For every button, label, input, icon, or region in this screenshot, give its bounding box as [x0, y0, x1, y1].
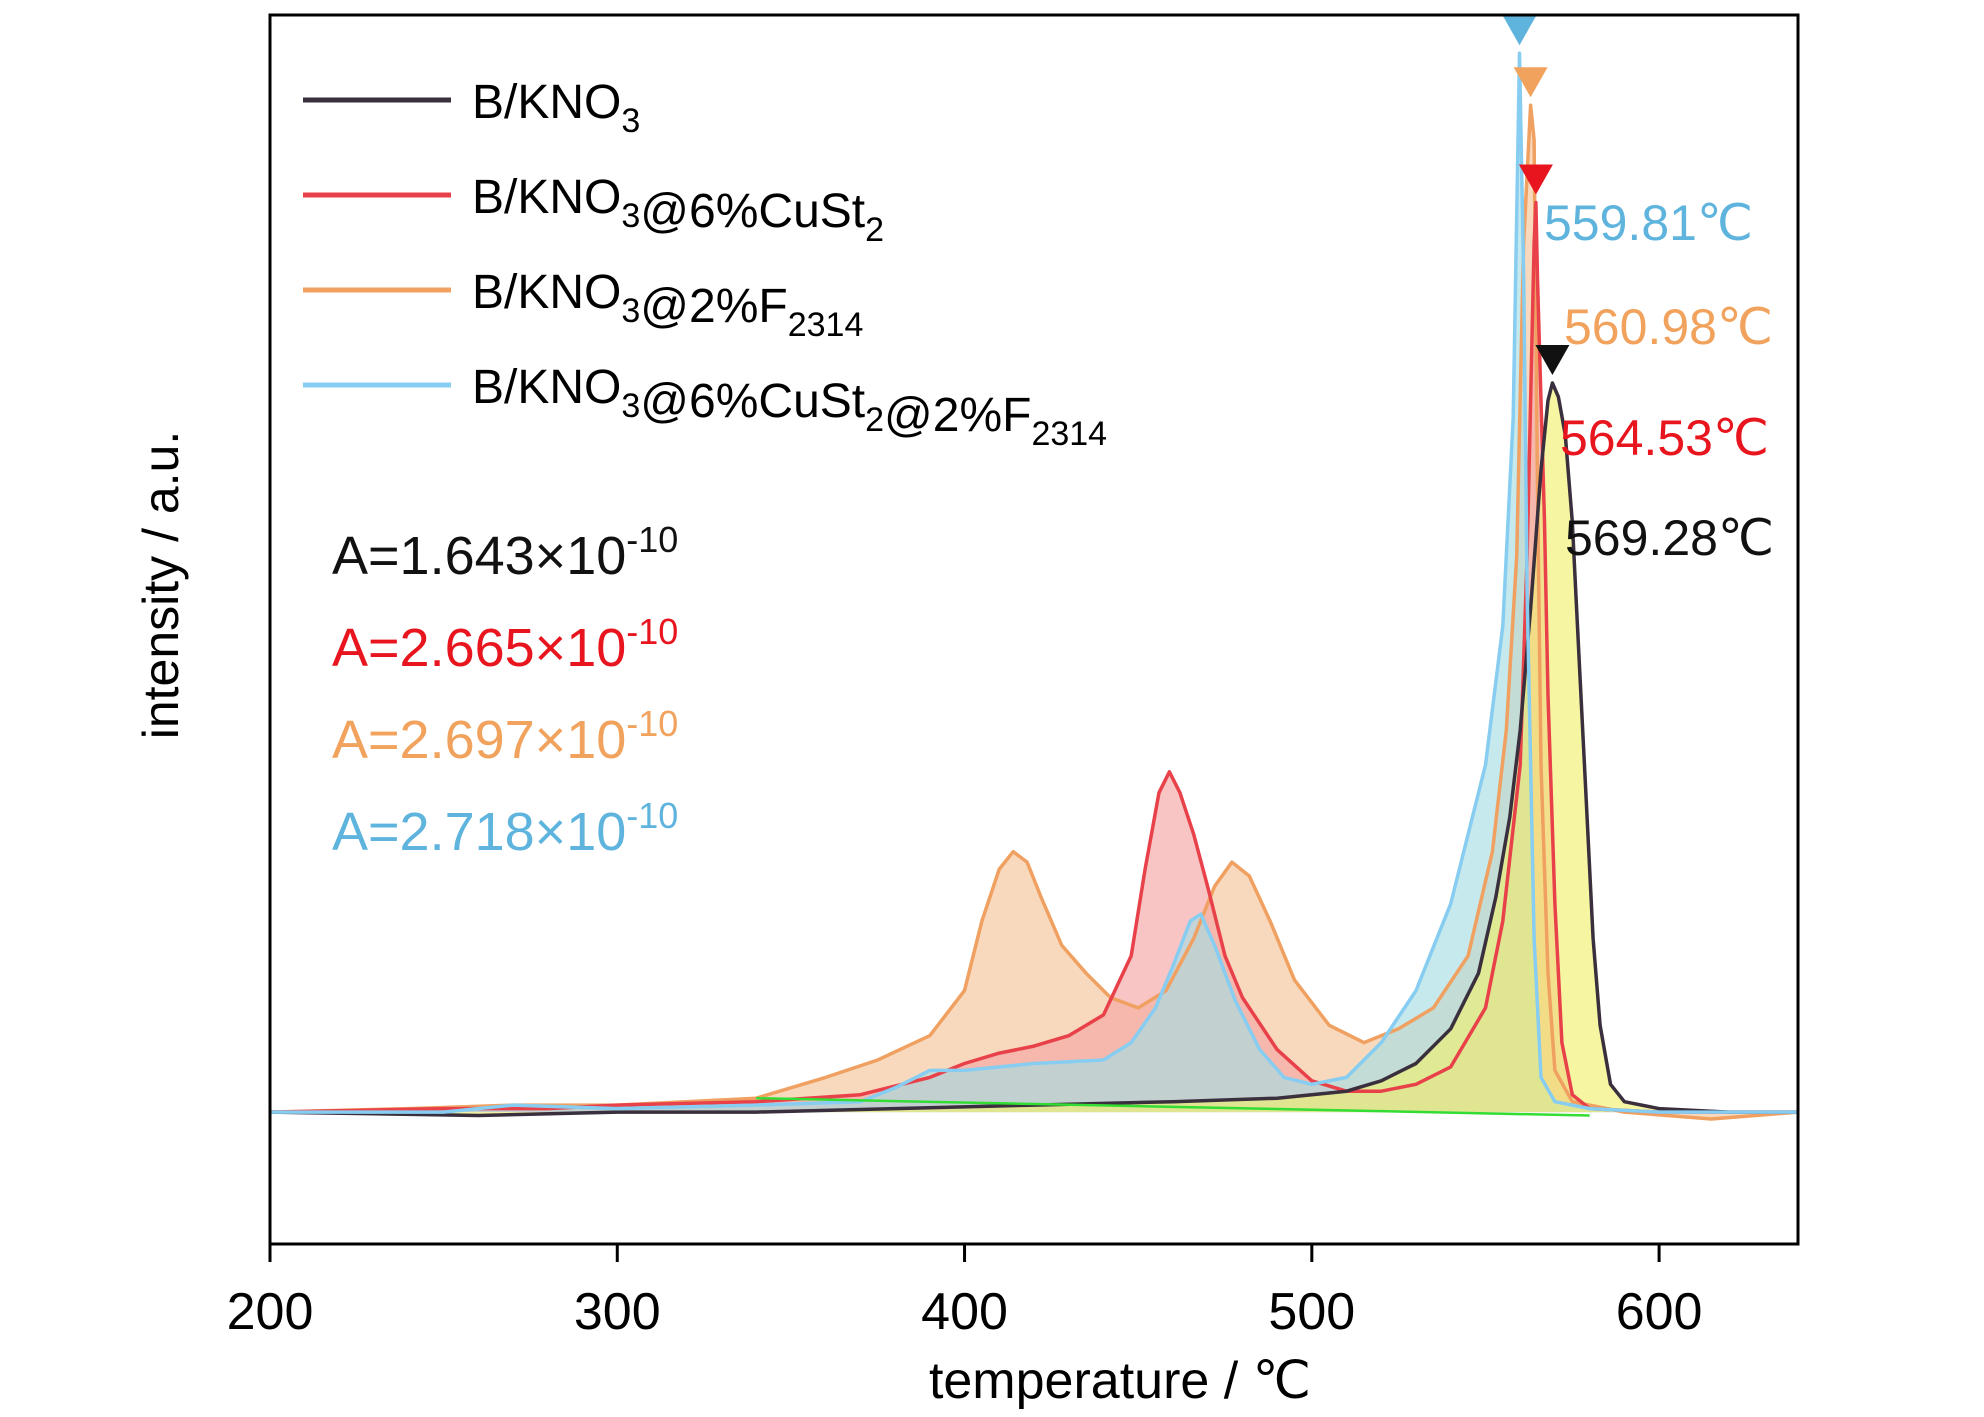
peak-marker-b-kno3: [1535, 345, 1570, 376]
x-tick-label: 400: [921, 1283, 1008, 1341]
peak-marker-b-kno3-6-cust2-2-f2314: [1502, 15, 1537, 46]
x-tick-label: 500: [1268, 1283, 1355, 1341]
area-fill-b-kno3-2-f2314: [270, 105, 1798, 1120]
legend-label-b-kno3-6-cust2-2-f2314: B/KNO3@6%CuSt2@2%F2314: [472, 361, 1107, 453]
peak-marker-b-kno3-2-f2314: [1513, 67, 1548, 98]
x-tick-label: 600: [1616, 1283, 1703, 1341]
area-label-b-kno3-2-f2314: A=2.697×10-10: [332, 703, 678, 770]
plot-frame: [268, 13, 1800, 1246]
series-line-b-kno3-6-cust2-2-f2314: [270, 51, 1798, 1114]
series-line-b-kno3-6-cust2: [269, 200, 1798, 1114]
legend: B/KNO3 B/KNO3@6%CuSt2 B/KNO3@2%F2314 B/KNO3…: [303, 76, 1107, 453]
area-label-b-kno3-6-cust2: A=2.665×10-10: [332, 611, 678, 678]
x-tick-label: 300: [574, 1283, 661, 1341]
series-line-b-kno3-2-f2314: [269, 103, 1799, 1121]
peak-temp-label: 560.98℃: [1564, 299, 1773, 355]
x-tick-label: 200: [227, 1283, 314, 1341]
legend-label-b-kno3-6-cust2: B/KNO3@6%CuSt2: [472, 171, 884, 249]
integration-baseline: [756, 1096, 1590, 1117]
area-labels: A=1.643×10-10 A=2.665×10-10 A=2.697×10-10 A…: [332, 519, 678, 862]
baseline-layer: [756, 1096, 1590, 1117]
peak-temp-label: 559.81℃: [1544, 195, 1753, 251]
legend-label-b-kno3-2-f2314: B/KNO3@2%F2314: [472, 266, 863, 344]
area-label-b-kno3-6-cust2-2-f2314: A=2.718×10-10: [332, 795, 678, 862]
area-label-b-kno3: A=1.643×10-10: [332, 519, 678, 586]
x-axis: 200 300 400 500 600: [227, 1244, 1703, 1341]
x-axis-label: temperature / ℃: [929, 1352, 1311, 1410]
y-axis-label: intensity / a.u.: [133, 431, 189, 740]
peak-marker-b-kno3-6-cust2: [1518, 164, 1553, 195]
peak-temp-label: 569.28℃: [1565, 510, 1774, 566]
peak-temp-label: 564.53℃: [1560, 410, 1769, 466]
peak-markers: 559.81℃ 560.98℃ 564.53℃ 569.28℃: [1502, 15, 1774, 566]
area-fills: [270, 53, 1798, 1120]
legend-label-b-kno3: B/KNO3: [472, 76, 640, 140]
